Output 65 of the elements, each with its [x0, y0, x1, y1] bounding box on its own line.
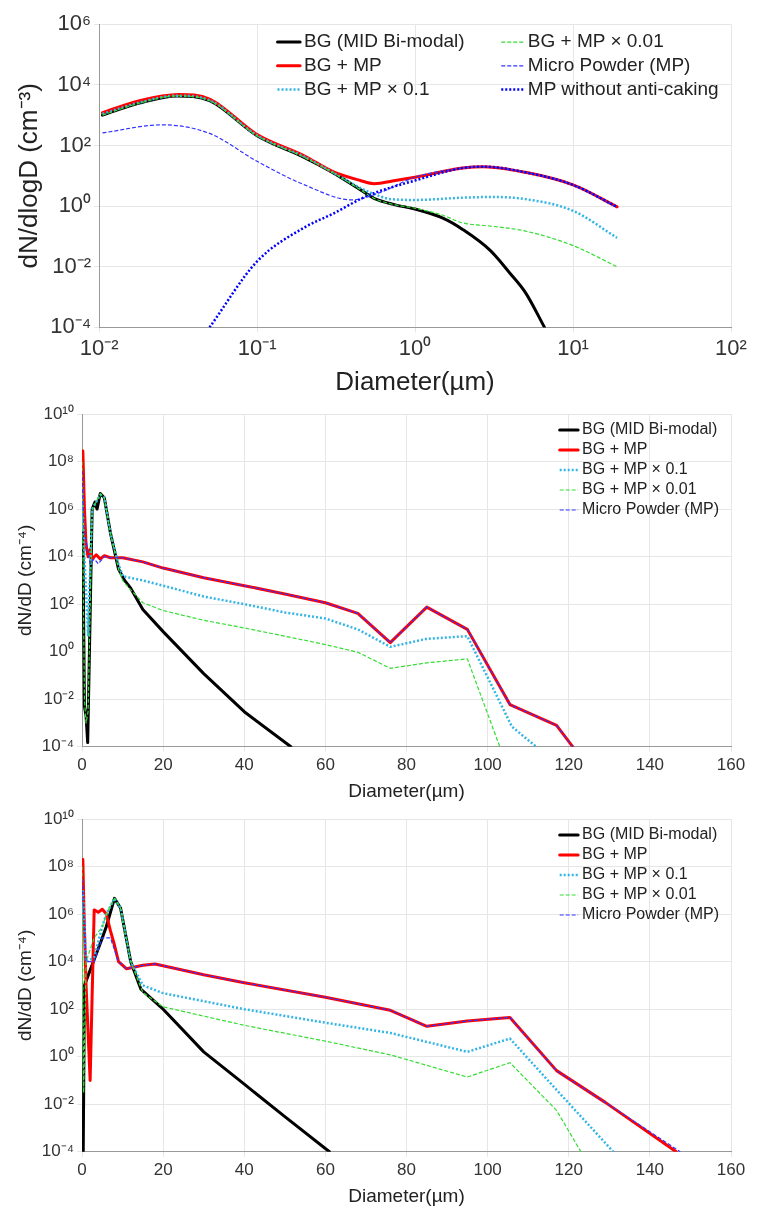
y-tick-label: 10⁻²: [43, 1093, 75, 1113]
x-tick-label: 120: [554, 754, 583, 774]
x-tick-label: 120: [554, 1159, 583, 1179]
y-tick-label: 10⁴: [57, 70, 92, 96]
legend-label: BG + MP × 0.01: [582, 885, 697, 903]
x-tick-label: 160: [716, 754, 746, 774]
legend-label: BG + MP: [582, 440, 648, 458]
x-tick-label: 100: [473, 754, 502, 774]
legend-label: BG + MP × 0.01: [582, 480, 697, 498]
y-tick-label: 10⁻²: [43, 688, 75, 708]
y-tick-label: 10²: [49, 593, 75, 613]
x-tick-label: 20: [153, 754, 173, 774]
y-tick-label: 10²: [59, 131, 92, 157]
x-tick-label: 60: [315, 754, 335, 774]
y-axis-title: dN/dlogD (cm⁻³): [12, 83, 43, 269]
x-axis-title: Diameter(µm): [335, 365, 495, 396]
x-tick-label: 140: [635, 754, 665, 774]
x-tick-label: 20: [153, 1159, 173, 1179]
x-tick-label: 140: [635, 1159, 665, 1179]
legend-label: Micro Powder (MP): [527, 54, 691, 76]
legend-label: BG (MID Bi-modal): [582, 825, 718, 843]
y-tick-label: 10⁶: [48, 498, 75, 518]
legend-label: BG + MP: [582, 845, 648, 863]
y-axis-title: dN/dD (cm⁻⁴): [13, 929, 35, 1042]
y-tick-label: 10⁸: [47, 856, 75, 876]
legend-label: MP without anti-caking: [527, 77, 719, 99]
x-tick-label: 10⁻¹: [237, 334, 277, 360]
x-tick-label: 10¹: [557, 334, 589, 360]
y-tick-label: 10⁰: [49, 641, 75, 661]
y-tick-label: 10⁴: [47, 951, 75, 971]
legend-label: BG + MP × 0.01: [527, 30, 664, 52]
x-tick-label: 10²: [715, 334, 747, 360]
x-tick-label: 80: [397, 1159, 416, 1179]
x-axis-title: Diameter(µm): [348, 779, 465, 801]
x-tick-label: 0: [77, 754, 87, 774]
y-axis-title: dN/dD (cm⁻⁴): [13, 524, 35, 637]
legend-label: Micro Powder (MP): [582, 500, 719, 518]
x-tick-label: 10⁰: [398, 334, 432, 360]
y-tick-label: 10⁻⁴: [41, 736, 75, 756]
y-tick-label: 10¹⁰: [43, 808, 75, 828]
y-tick-label: 10⁶: [48, 903, 75, 923]
legend-label: BG (MID Bi-modal): [304, 30, 465, 52]
legend-label: Micro Powder (MP): [582, 905, 719, 923]
y-tick-label: 10⁻⁴: [41, 1141, 75, 1161]
y-tick-label: 10²: [49, 998, 75, 1018]
x-tick-label: 0: [77, 1159, 87, 1179]
legend-label: BG (MID Bi-modal): [582, 420, 718, 438]
x-tick-label: 40: [234, 754, 254, 774]
legend-label: BG + MP × 0.1: [304, 77, 430, 99]
y-tick-label: 10⁰: [58, 192, 92, 218]
x-tick-label: 60: [315, 1159, 335, 1179]
y-tick-label: 10⁰: [49, 1046, 75, 1066]
y-tick-label: 10⁶: [57, 10, 92, 36]
y-tick-label: 10⁴: [47, 546, 75, 566]
y-tick-label: 10¹⁰: [43, 403, 75, 423]
x-tick-label: 80: [397, 754, 416, 774]
x-tick-label: 100: [473, 1159, 502, 1179]
y-tick-label: 10⁻²: [52, 252, 92, 278]
legend-label: BG + MP × 0.1: [582, 460, 688, 478]
legend-label: BG + MP: [304, 54, 382, 76]
x-axis-title: Diameter(µm): [348, 1184, 465, 1206]
legend-label: BG + MP × 0.1: [582, 865, 688, 883]
y-tick-label: 10⁸: [47, 451, 75, 471]
x-tick-label: 160: [716, 1159, 746, 1179]
x-tick-label: 40: [234, 1159, 254, 1179]
